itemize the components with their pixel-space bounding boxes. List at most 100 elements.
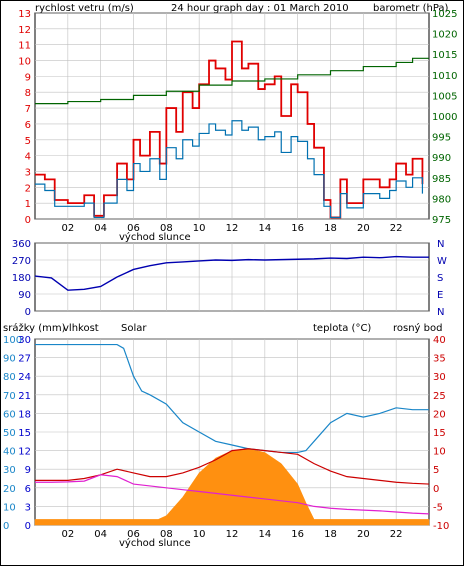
temperature-y-tick-10: 10: [433, 447, 446, 458]
temperature-y-tick--5: -5: [433, 502, 443, 513]
wind-y-tick-0: 0: [25, 215, 31, 226]
temperature-y-tick--10: -10: [433, 521, 449, 532]
wind-x-tick-10: 10: [193, 223, 206, 234]
direction-y-tick-90: 90: [18, 290, 31, 301]
rain-axis-label: srážky (mm): [3, 322, 66, 334]
climate-x-tick-14: 14: [258, 529, 271, 540]
climate-x-tick-16: 16: [291, 529, 304, 540]
direction-y-tick-270: 270: [12, 256, 31, 267]
humidity-y-tick-0: 0: [3, 521, 9, 532]
wind-y-tick-7: 7: [25, 104, 31, 115]
wind-x-tick-22: 22: [390, 223, 403, 234]
direction-y-tick-180: 180: [12, 273, 31, 284]
humidity-y-tick-40: 40: [3, 447, 16, 458]
wind-y-tick-3: 3: [25, 167, 31, 178]
barometer-y-tick-1005: 1005: [432, 91, 457, 102]
humidity-axis-label: vlhkost: [63, 323, 99, 334]
solar-axis-label: Solar: [121, 323, 147, 334]
climate-x-tick-06: 06: [127, 529, 140, 540]
rain-y-tick-0: 0: [25, 521, 31, 532]
barometer-y-tick-1015: 1015: [432, 50, 457, 61]
wind-x-tick-14: 14: [258, 223, 271, 234]
humidity-y-tick-60: 60: [3, 409, 16, 420]
temperature-y-tick-0: 0: [433, 484, 439, 495]
wind-y-tick-10: 10: [18, 57, 31, 68]
compass-label-2: S: [437, 273, 443, 284]
barometer-y-tick-975: 975: [432, 215, 451, 226]
temperature-y-tick-15: 15: [433, 428, 446, 439]
wind-x-tick-02: 02: [61, 223, 74, 234]
dewpoint-axis-label: rosný bod: [393, 322, 442, 334]
climate-x-tick-08: 08: [160, 529, 173, 540]
barometer-y-tick-1020: 1020: [432, 30, 457, 41]
wind-speed-axis-label: rychlost vetru (m/s): [35, 3, 134, 14]
humidity-y-tick-30: 30: [3, 465, 16, 476]
barometer-y-tick-990: 990: [432, 153, 451, 164]
wind-y-tick-5: 5: [25, 136, 31, 147]
rain-y-tick-3: 3: [25, 502, 31, 513]
temperature-y-tick-20: 20: [433, 409, 446, 420]
wind-x-tick-16: 16: [291, 223, 304, 234]
rain-y-tick-18: 18: [18, 409, 31, 420]
climate-x-tick-22: 22: [390, 529, 403, 540]
humidity-y-tick-50: 50: [3, 428, 16, 439]
humidity-y-tick-70: 70: [3, 391, 16, 402]
compass-label-3: W: [437, 256, 447, 267]
graph-title: 24 hour graph day : 01 March 2010: [171, 3, 349, 14]
humidity-y-tick-80: 80: [3, 372, 16, 383]
temperature-y-tick-5: 5: [433, 465, 439, 476]
rain-y-tick-24: 24: [18, 372, 31, 383]
climate-x-tick-10: 10: [193, 529, 206, 540]
barometer-y-tick-985: 985: [432, 174, 451, 185]
wind-x-tick-12: 12: [226, 223, 239, 234]
sunrise-label-top: východ slunce: [119, 231, 191, 243]
wind-y-tick-4: 4: [25, 152, 31, 163]
wind-x-tick-18: 18: [324, 223, 337, 234]
humidity-y-tick-20: 20: [3, 484, 16, 495]
barometer-axis-label: barometr (hPa): [373, 3, 449, 14]
climate-x-tick-12: 12: [226, 529, 239, 540]
wind-y-tick-11: 11: [18, 41, 31, 52]
wind-y-tick-12: 12: [18, 25, 31, 36]
rain-y-tick-6: 6: [25, 484, 31, 495]
rain-y-tick-21: 21: [18, 391, 31, 402]
dewpoint-line: [35, 474, 430, 515]
climate-x-tick-18: 18: [324, 529, 337, 540]
barometer-y-tick-1010: 1010: [432, 71, 457, 82]
wind-x-tick-04: 04: [94, 223, 107, 234]
wind-x-tick-06: 06: [127, 223, 140, 234]
wind-average-line: [35, 120, 424, 219]
sunrise-label-bottom: východ slunce: [119, 537, 191, 549]
direction-y-tick-360: 360: [12, 239, 31, 250]
rain-y-tick-30: 30: [18, 335, 31, 346]
wind-y-tick-9: 9: [25, 72, 31, 83]
humidity-y-tick-10: 10: [3, 502, 16, 513]
humidity-y-tick-100: 100: [3, 335, 22, 346]
barometer-y-tick-980: 980: [432, 194, 451, 205]
barometer-y-tick-1000: 1000: [432, 112, 457, 123]
wind-y-tick-1: 1: [25, 199, 31, 210]
rain-y-tick-9: 9: [25, 465, 31, 476]
wind-x-tick-08: 08: [160, 223, 173, 234]
compass-label-1: E: [437, 290, 443, 301]
barometer-line: [35, 57, 429, 105]
barometer-y-tick-1025: 1025: [432, 9, 457, 20]
compass-label-0: N: [437, 307, 444, 318]
barometer-y-tick-995: 995: [432, 133, 451, 144]
temperature-y-tick-40: 40: [433, 335, 446, 346]
direction-y-tick-0: 0: [25, 307, 31, 318]
climate-x-tick-02: 02: [61, 529, 74, 540]
climate-x-tick-20: 20: [357, 529, 370, 540]
humidity-line: [35, 343, 429, 454]
wind-y-tick-8: 8: [25, 88, 31, 99]
climate-x-tick-04: 04: [94, 529, 107, 540]
wind-x-tick-20: 20: [357, 223, 370, 234]
temperature-y-tick-35: 35: [433, 354, 446, 365]
wind-direction-line: [34, 255, 429, 291]
rain-y-tick-12: 12: [18, 447, 31, 458]
humidity-y-tick-90: 90: [3, 354, 16, 365]
wind-y-tick-2: 2: [25, 183, 31, 194]
temperature-y-tick-30: 30: [433, 372, 446, 383]
